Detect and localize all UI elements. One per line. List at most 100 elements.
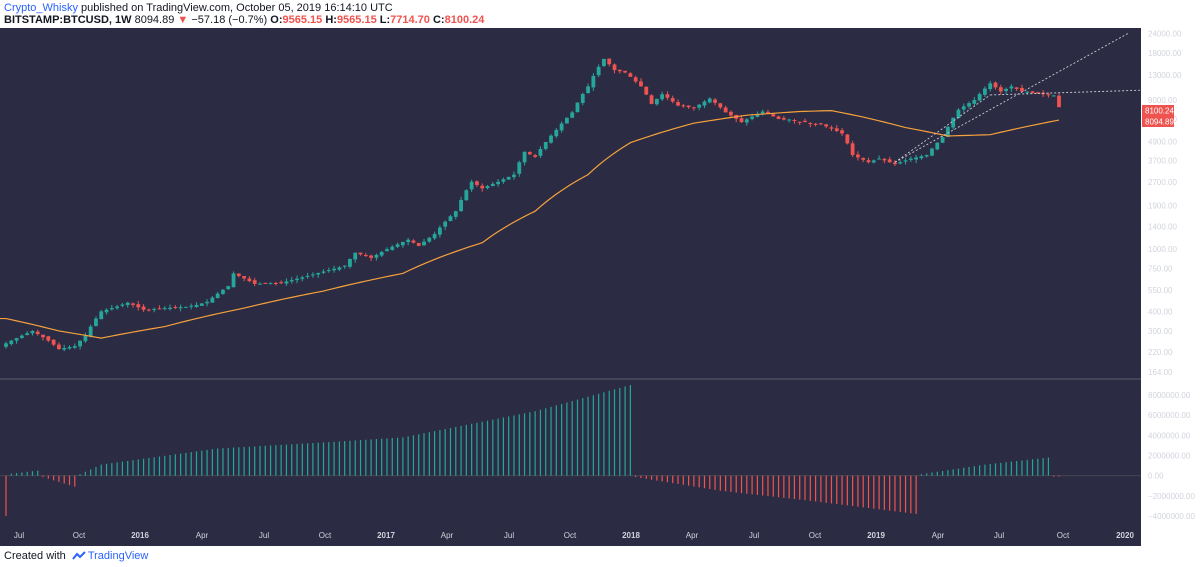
- histogram-bar: [386, 438, 388, 476]
- histogram-bar: [111, 463, 113, 476]
- candle-body: [35, 331, 40, 335]
- tradingview-link[interactable]: TradingView: [87, 550, 149, 562]
- histogram-bar: [582, 398, 584, 476]
- candle-body: [448, 216, 453, 222]
- histogram-bar: [1058, 475, 1060, 477]
- time-tick-label: Oct: [809, 531, 822, 540]
- chart-area[interactable]: 24000.0018000.0013000.009000.006800.0049…: [0, 28, 1200, 546]
- high-value: 9565.15: [336, 14, 377, 26]
- candle-body: [72, 346, 77, 348]
- candle-body: [718, 103, 723, 108]
- histogram-axis[interactable]: 8000000.00 6000000.00 4000000.00 2000000.00…: [1148, 391, 1195, 521]
- candle-body: [422, 241, 426, 246]
- histogram-tick-label: 2000000.00: [1148, 452, 1191, 461]
- candle-body: [554, 129, 559, 137]
- histogram-bar: [635, 475, 637, 478]
- candle-body: [702, 101, 707, 106]
- histogram-bar: [105, 463, 108, 476]
- candle-body: [358, 252, 363, 255]
- price-tick-label: 2700.00: [1148, 178, 1177, 187]
- histogram-bar: [830, 475, 833, 504]
- histogram-bar: [1037, 458, 1039, 476]
- histogram-bar: [624, 386, 626, 476]
- histogram-bar: [407, 436, 409, 476]
- symbol-label: BITSTAMP:BTCUSD, 1W: [4, 14, 132, 26]
- candle-body: [834, 128, 839, 132]
- candle-body: [374, 254, 379, 258]
- histogram-bar: [979, 465, 981, 476]
- histogram-bar: [809, 475, 811, 501]
- candle-body: [792, 119, 797, 121]
- trendline-rising[interactable]: [894, 33, 1129, 163]
- histogram-bar: [84, 471, 86, 476]
- candle-body: [268, 283, 273, 285]
- histogram-bar: [164, 455, 166, 476]
- candle-body: [400, 241, 405, 246]
- histogram-bar: [571, 401, 573, 476]
- down-arrow-icon: ▼: [177, 14, 189, 26]
- candle-body: [983, 88, 987, 95]
- candle-body: [1014, 87, 1019, 89]
- candle-body: [506, 176, 511, 180]
- histogram-bar: [312, 443, 314, 476]
- histogram-bar: [867, 475, 870, 509]
- candle-body: [226, 286, 231, 290]
- candle-body: [310, 274, 315, 276]
- candle-body: [395, 244, 400, 247]
- histogram-bar: [904, 475, 907, 513]
- histogram-bar: [439, 430, 441, 476]
- histogram-bar: [359, 440, 362, 476]
- candle-body: [215, 293, 220, 299]
- trendline-support[interactable]: [894, 94, 991, 163]
- candle-body: [416, 242, 421, 246]
- candle-body: [62, 348, 67, 350]
- candle-body: [189, 305, 194, 307]
- time-tick-label: Jul: [14, 531, 24, 540]
- time-tick-label: Oct: [564, 531, 577, 540]
- candle-body: [766, 111, 770, 114]
- candle-body: [1051, 95, 1056, 97]
- candle-body: [612, 64, 617, 71]
- candle-body: [533, 155, 538, 157]
- trendline-horizontal[interactable]: [990, 89, 1142, 96]
- time-tick-label: Jul: [259, 531, 269, 540]
- low-label: L:: [379, 14, 391, 26]
- histogram-bar: [322, 442, 325, 476]
- histogram-bar: [31, 471, 34, 476]
- candle-body: [242, 276, 247, 279]
- histogram-bar: [957, 468, 960, 476]
- histogram-bar: [883, 475, 885, 510]
- candle-body: [1035, 92, 1040, 94]
- time-tick-label: Apr: [932, 531, 945, 540]
- histogram-bar: [243, 446, 245, 476]
- time-tick-label: Apr: [686, 531, 699, 540]
- candle-body: [51, 339, 56, 345]
- histogram-bar: [740, 475, 743, 494]
- histogram-bar: [1000, 462, 1002, 476]
- histogram-bar: [211, 449, 213, 476]
- candle-body: [935, 142, 940, 150]
- candle-body: [829, 127, 834, 129]
- candle-body: [512, 174, 516, 178]
- time-axis[interactable]: Jul Oct 2016 Apr Jul Oct 2017 Apr Jul Oct 2018 Apr J…: [14, 531, 1135, 540]
- histogram-bar: [862, 475, 864, 508]
- histogram-bar: [873, 475, 875, 509]
- candle-body: [136, 304, 141, 308]
- histogram-bar: [232, 447, 235, 476]
- histogram-bar: [259, 446, 261, 476]
- candle-body: [157, 308, 162, 310]
- candle-body: [644, 86, 649, 95]
- time-tick-label: 2018: [622, 531, 640, 540]
- histogram-bar: [465, 424, 467, 476]
- candle-body: [1057, 95, 1061, 108]
- histogram-bar: [502, 417, 504, 476]
- histogram-bar: [280, 444, 282, 476]
- price-labels: 8100.24 8094.89: [1142, 105, 1174, 127]
- candle-body: [670, 98, 675, 102]
- author-link[interactable]: Crypto_Whisky: [4, 2, 78, 14]
- histogram-bar: [682, 475, 684, 485]
- histogram-bar: [328, 442, 330, 476]
- price-tick-label: 3700.00: [1148, 156, 1177, 165]
- time-tick-label: 2019: [867, 531, 885, 540]
- histogram-bar: [428, 432, 430, 476]
